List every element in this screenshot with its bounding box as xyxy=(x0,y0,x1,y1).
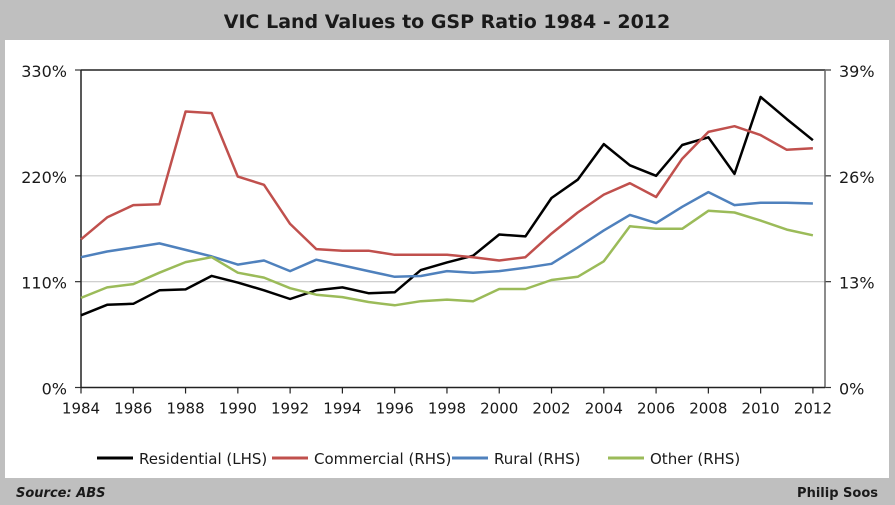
right-tick-label: 13% xyxy=(839,274,875,293)
legend-label: Other (RHS) xyxy=(650,450,740,468)
x-tick-label: 2010 xyxy=(742,400,780,418)
source-note: Source: ABS xyxy=(16,486,106,501)
x-tick-label: 1998 xyxy=(428,400,466,418)
x-tick-label: 1994 xyxy=(323,400,361,418)
x-tick-label: 1984 xyxy=(62,400,100,418)
plot-background xyxy=(5,40,889,478)
right-tick-label: 39% xyxy=(839,62,875,81)
x-tick-label: 2000 xyxy=(480,400,518,418)
left-tick-label: 110% xyxy=(21,274,67,293)
left-tick-label: 220% xyxy=(21,168,67,187)
series-line-rural xyxy=(80,190,813,279)
x-tick-label: 1986 xyxy=(114,400,152,418)
legend-label: Rural (RHS) xyxy=(494,450,580,468)
x-tick-label: 1988 xyxy=(166,400,204,418)
legend-label: Commercial (RHS) xyxy=(314,450,451,468)
x-tick-label: 1990 xyxy=(219,400,257,418)
series-line-commercial xyxy=(80,110,813,262)
chart-title: VIC Land Values to GSP Ratio 1984 - 2012 xyxy=(224,11,671,33)
x-tick-label: 1992 xyxy=(271,400,309,418)
x-tick-label: 1996 xyxy=(376,400,414,418)
x-tick-label: 2006 xyxy=(637,400,675,418)
series-line-residential xyxy=(80,95,814,317)
x-tick-label: 2004 xyxy=(585,400,623,418)
legend-label: Residential (LHS) xyxy=(139,450,267,468)
author-credit: Philip Soos xyxy=(797,486,878,501)
x-tick-label: 2002 xyxy=(532,400,570,418)
series-line-other xyxy=(80,209,814,307)
x-tick-label: 2012 xyxy=(794,400,832,418)
right-tick-label: 26% xyxy=(839,168,875,187)
left-tick-label: 330% xyxy=(21,62,67,81)
right-tick-label: 0% xyxy=(839,380,864,399)
x-tick-label: 2008 xyxy=(689,400,727,418)
left-tick-label: 0% xyxy=(42,380,67,399)
